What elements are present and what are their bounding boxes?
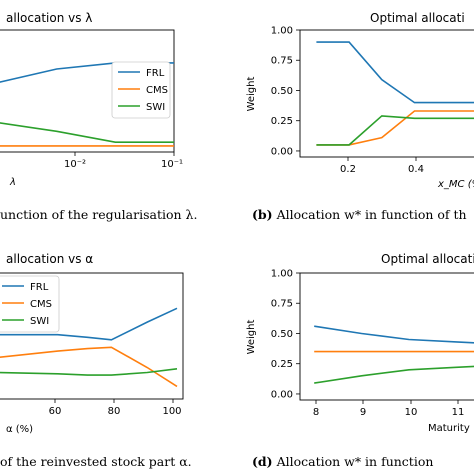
panel-c-xlabel: α (%): [6, 424, 33, 435]
panel-b-title: Optimal allocati: [370, 11, 465, 25]
panel-d-caption: (d) Allocation w* in function: [252, 454, 433, 469]
panel-b-series-swi-line: [316, 115, 474, 146]
panel-b-caption-text: Allocation w* in function of th: [276, 207, 467, 222]
panel-d-ytick-label-2: 0.50: [271, 329, 293, 340]
panel-d-xtick-label-3: 11: [452, 407, 465, 418]
panel-d-ylabel: Weight: [246, 320, 257, 355]
panel-d-ytick-label-4: 1.00: [271, 269, 293, 280]
panel-d-ytick-label-1: 0.25: [271, 359, 293, 370]
panel-c: allocation vs α 60 80 100 α (%) FRL CMS …: [0, 252, 192, 469]
panel-c-xtick-label-0: 60: [49, 406, 62, 417]
panel-b-ytick-label-1: 0.25: [271, 116, 293, 127]
panel-d-series-swi-line: [314, 365, 474, 384]
panel-c-legend-box: [0, 275, 60, 333]
panel-b-series-frl-line: [316, 41, 474, 104]
panel-b-ytick-label-4: 1.00: [271, 26, 293, 37]
panel-b-caption-label: (b): [252, 207, 273, 222]
panel-b-ytick-label-0: 0.00: [271, 146, 293, 157]
panel-c-legend-label-cms: CMS: [30, 299, 52, 310]
panel-c-legend-label-frl: FRL: [30, 282, 49, 293]
panel-b-xlabel: x_MC (%: [437, 179, 474, 190]
panel-d-series-frl-line: [314, 325, 474, 344]
panel-d-ytick-label-0: 0.00: [271, 389, 293, 400]
panel-a-xtick-label-1: 10⁻¹: [161, 159, 183, 170]
panel-b-axes: [299, 29, 474, 158]
panel-c-xtick-label-2: 100: [162, 406, 181, 417]
panel-a-axes: [0, 29, 175, 153]
panel-a-legend-box: [111, 61, 171, 119]
panel-d-caption-text: Allocation w* in function: [276, 454, 434, 469]
panel-a-title: allocation vs λ: [6, 11, 92, 25]
panel-a-caption: unction of the regularisation λ.: [0, 207, 197, 222]
panel-d-xtick-label-1: 9: [360, 407, 366, 418]
panel-a: allocation vs λ 10⁻² 10⁻¹ λ FRL CMS SWI …: [0, 11, 197, 222]
panel-d-xtick-label-2: 10: [405, 407, 418, 418]
panel-c-title: allocation vs α: [6, 252, 93, 266]
panel-a-legend-label-swi: SWI: [146, 102, 165, 113]
panel-c-xtick-label-1: 80: [108, 406, 121, 417]
panel-c-series-swi-line: [0, 368, 178, 376]
panel-b-xtick-label-0: 0.2: [340, 164, 356, 175]
panel-b: Optimal allocati 0.00 0.25 0.50 0.75 1.00 0.…: [246, 11, 474, 222]
panel-a-series-swi-line: [0, 122, 174, 143]
panel-a-legend: FRL CMS SWI: [111, 61, 171, 119]
panel-d-caption-label: (d): [252, 454, 273, 469]
panel-d: Optimal allocati 0.000.250.500.751.00 8 …: [246, 252, 474, 469]
panel-c-legend-label-swi: SWI: [30, 316, 49, 327]
panel-a-legend-label-cms: CMS: [146, 85, 168, 96]
panel-b-caption: (b) Allocation w* in function of th: [252, 207, 467, 222]
panel-d-axes: [299, 272, 474, 401]
panel-d-title: Optimal allocati: [381, 252, 474, 266]
panel-b-ylabel: Weight: [246, 77, 257, 112]
panel-a-xtick-label-0: 10⁻²: [64, 159, 86, 170]
panel-a-legend-label-frl: FRL: [146, 68, 165, 79]
panel-c-caption: of the reinvested stock part α.: [0, 454, 192, 469]
panel-d-xlabel: Maturity: [428, 423, 470, 434]
panel-c-legend: FRL CMS SWI: [0, 275, 60, 333]
panel-a-xlabel: λ: [9, 177, 16, 188]
panel-b-xtick-label-1: 0.4: [408, 164, 424, 175]
panel-c-series-frl-line: [0, 307, 178, 341]
panel-c-series-cms-line: [0, 346, 178, 388]
panel-d-xtick-label-0: 8: [313, 407, 319, 418]
panel-d-ytick-label-3: 0.75: [271, 299, 293, 310]
panel-b-ytick-label-2: 0.50: [271, 86, 293, 97]
panel-b-ytick-label-3: 0.75: [271, 56, 293, 67]
panel-c-axes: [0, 272, 184, 400]
